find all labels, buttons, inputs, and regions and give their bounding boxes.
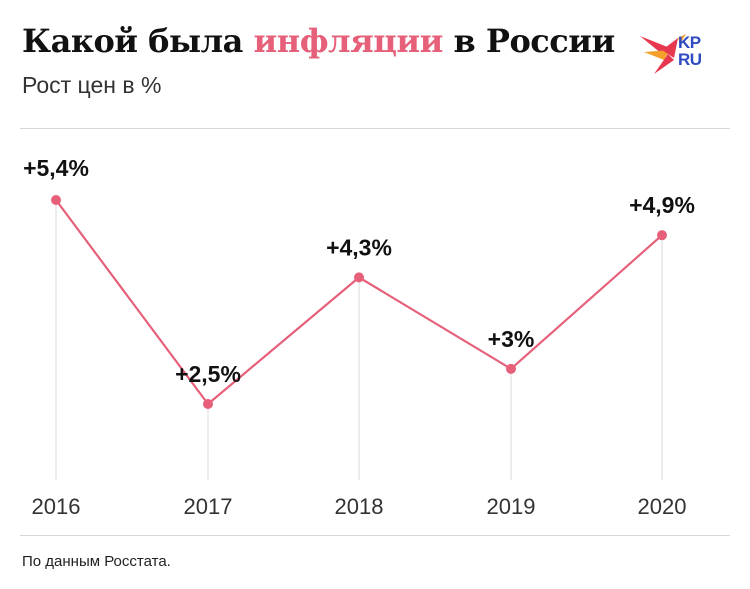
- bottom-divider: [20, 535, 730, 536]
- data-label-2019: +3%: [488, 326, 535, 352]
- x-axis-tick-labels: 2016 2017 2018 2019 2020: [32, 494, 687, 519]
- data-label-2018: +4,3%: [326, 234, 392, 260]
- x-tick-label-2016: 2016: [32, 494, 81, 519]
- kp-bird-logo-icon: [640, 34, 686, 74]
- data-points: [51, 195, 667, 409]
- data-point-2020: [657, 230, 667, 241]
- data-point-2017: [203, 399, 213, 409]
- title-accent-word: инфляции: [253, 22, 444, 60]
- top-divider: [20, 128, 730, 129]
- x-tick-label-2017: 2017: [184, 494, 233, 519]
- data-point-2018: [354, 272, 364, 283]
- x-tick-label-2018: 2018: [335, 494, 384, 519]
- chart-subtitle: Рост цен в %: [22, 72, 162, 98]
- source-note: По данным Росстата.: [22, 553, 171, 570]
- x-tick-label-2019: 2019: [487, 494, 536, 519]
- x-tick-label-2020: 2020: [638, 494, 687, 519]
- data-label-2016: +5,4%: [23, 155, 89, 181]
- drop-lines: [55, 200, 663, 480]
- logo-line-2: RU: [678, 50, 702, 69]
- kp-ru-logo: KP RU: [678, 34, 702, 68]
- title-part-2: в России: [442, 22, 616, 60]
- chart-title: Какой была инфляции в России: [22, 22, 615, 60]
- data-point-2019: [506, 363, 516, 374]
- data-point-2016: [51, 195, 61, 205]
- data-labels: +5,4% +2,5% +4,3% +3% +4,9%: [23, 155, 695, 387]
- logo-line-1: KP: [678, 33, 701, 52]
- data-label-2020: +4,9%: [629, 192, 695, 218]
- data-label-2017: +2,5%: [175, 361, 241, 387]
- title-part-1: Какой была: [22, 22, 254, 60]
